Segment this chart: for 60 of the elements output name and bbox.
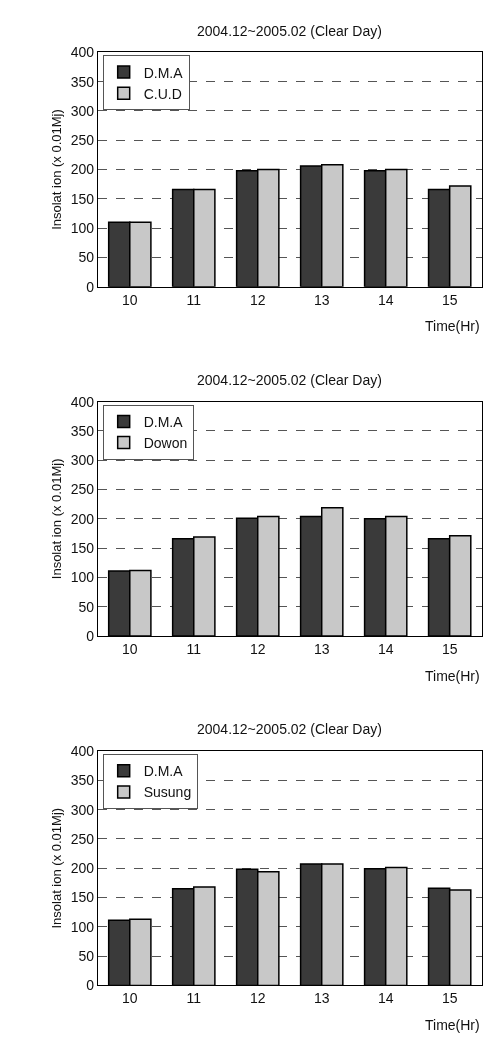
legend-label: Dowon [143,435,188,452]
y-tick-label: 400 [70,44,95,61]
legend-label: Susung [143,784,192,801]
y-tick-label: 200 [70,510,95,527]
x-tick-label: 11 [186,291,202,308]
y-tick-label: 250 [70,132,95,149]
y-tick-label: 50 [78,948,95,965]
y-tick-label: 350 [70,422,95,439]
x-tick-label: 11 [186,640,202,657]
y-tick-label: 100 [70,918,95,935]
x-tick-label: 13 [313,990,330,1007]
y-tick-label: 250 [70,481,95,498]
x-tick-label: 10 [122,291,138,308]
y-axis-title: Insolat ion (x 0.01Mj) [48,109,64,230]
x-tick-label: 15 [441,640,458,657]
y-tick-label: 400 [70,742,95,759]
legend-label: C.U.D [143,85,182,102]
y-tick-label: 100 [70,569,95,586]
y-tick-label: 0 [86,627,95,644]
legend-label: D.M.A [143,64,184,81]
y-tick-label: 0 [86,278,95,295]
y-tick-label: 200 [70,161,95,178]
chart-title: 2004.12~2005.02 (Clear Day) [197,23,382,39]
y-tick-label: 300 [70,801,95,818]
x-axis-title: Time(Hr) [425,318,480,334]
x-tick-label: 13 [313,291,330,308]
chart-title: 2004.12~2005.02 (Clear Day) [197,721,382,737]
x-tick-label: 13 [313,640,330,657]
y-tick-label: 150 [70,889,95,906]
x-tick-label: 15 [441,990,458,1007]
x-tick-label: 12 [249,640,266,657]
y-tick-label: 400 [70,393,95,410]
x-tick-label: 14 [377,990,394,1007]
x-tick-label: 14 [377,291,394,308]
x-axis-title: Time(Hr) [425,668,480,684]
x-tick-label: 10 [122,640,138,657]
x-tick-label: 12 [249,291,266,308]
y-tick-label: 50 [78,598,95,615]
y-tick-label: 200 [70,860,95,877]
y-tick-label: 150 [70,540,95,557]
y-tick-label: 300 [70,102,95,119]
x-tick-label: 11 [186,990,202,1007]
y-axis-title: Insolat ion (x 0.01Mj) [48,807,64,929]
y-tick-label: 150 [70,190,95,207]
y-tick-label: 250 [70,830,95,847]
x-tick-label: 14 [377,640,394,657]
legend-label: D.M.A [143,763,184,780]
y-tick-label: 350 [70,73,95,90]
y-tick-label: 50 [78,249,95,266]
y-tick-label: 100 [70,220,95,237]
x-tick-label: 15 [441,291,458,308]
y-tick-label: 0 [86,977,95,994]
x-axis-title: Time(Hr) [425,1017,480,1033]
chart-title: 2004.12~2005.02 (Clear Day) [197,372,382,388]
x-tick-label: 12 [249,990,266,1007]
legend-label: D.M.A [143,413,184,430]
y-tick-label: 350 [70,772,95,789]
x-tick-label: 10 [122,990,138,1007]
y-axis-title: Insolat ion (x 0.01Mj) [48,458,64,580]
y-tick-label: 300 [70,452,95,469]
